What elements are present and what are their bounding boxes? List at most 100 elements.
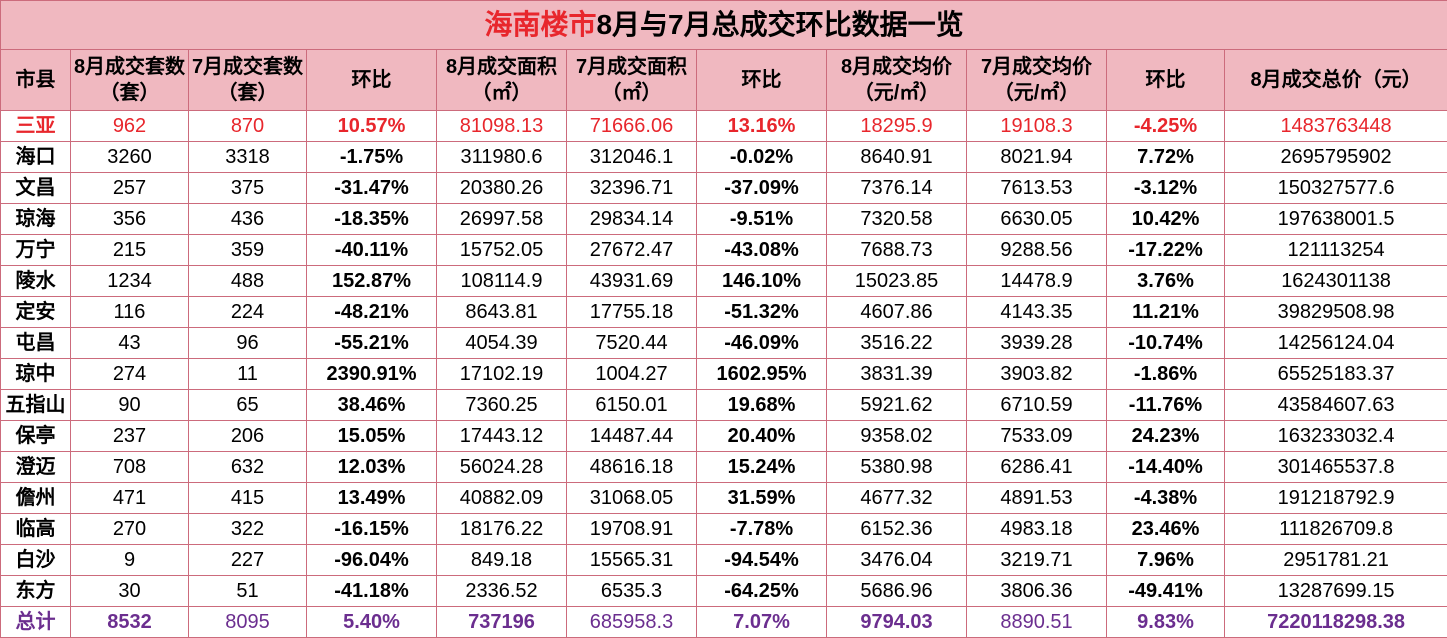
data-cell: 6630.05 <box>967 204 1107 235</box>
data-cell: -17.22% <box>1107 235 1225 266</box>
total-row: 总计853280955.40%737196685958.37.07%9794.0… <box>1 607 1447 638</box>
data-cell: 6152.36 <box>827 514 967 545</box>
table-row: 屯昌4396-55.21%4054.397520.44-46.09%3516.2… <box>1 328 1447 359</box>
data-cell: 191218792.9 <box>1225 483 1447 514</box>
data-cell: 43931.69 <box>567 266 697 297</box>
data-cell: -37.09% <box>697 173 827 204</box>
data-cell: 31068.05 <box>567 483 697 514</box>
total-cell: 9794.03 <box>827 607 967 638</box>
data-cell: 8021.94 <box>967 142 1107 173</box>
data-cell: 23.46% <box>1107 514 1225 545</box>
data-cell: 3.76% <box>1107 266 1225 297</box>
data-cell: 163233032.4 <box>1225 421 1447 452</box>
data-cell: 11 <box>189 359 307 390</box>
data-cell: 108114.9 <box>437 266 567 297</box>
data-cell: 849.18 <box>437 545 567 576</box>
data-cell: 17755.18 <box>567 297 697 328</box>
title-row: 海南楼市8月与7月总成交环比数据一览 <box>1 1 1447 50</box>
data-cell: 356 <box>71 204 189 235</box>
data-cell: 3939.28 <box>967 328 1107 359</box>
data-cell: 17102.19 <box>437 359 567 390</box>
city-cell: 定安 <box>1 297 71 328</box>
data-cell: 1624301138 <box>1225 266 1447 297</box>
data-cell: 471 <box>71 483 189 514</box>
data-cell: -51.32% <box>697 297 827 328</box>
data-cell: 39829508.98 <box>1225 297 1447 328</box>
data-cell: -94.54% <box>697 545 827 576</box>
col-header-6: 环比 <box>697 50 827 111</box>
data-cell: -55.21% <box>307 328 437 359</box>
total-cell: 8890.51 <box>967 607 1107 638</box>
col-header-3: 环比 <box>307 50 437 111</box>
data-cell: 10.57% <box>307 111 437 142</box>
data-cell: 4677.32 <box>827 483 967 514</box>
data-cell: 5380.98 <box>827 452 967 483</box>
data-cell: 15.24% <box>697 452 827 483</box>
data-cell: 15565.31 <box>567 545 697 576</box>
table-row: 琼海356436-18.35%26997.5829834.14-9.51%732… <box>1 204 1447 235</box>
data-cell: 38.46% <box>307 390 437 421</box>
data-cell: -41.18% <box>307 576 437 607</box>
data-cell: 152.87% <box>307 266 437 297</box>
data-cell: 2336.52 <box>437 576 567 607</box>
total-cell: 9.83% <box>1107 607 1225 638</box>
table-row: 琼中274112390.91%17102.191004.271602.95%38… <box>1 359 1447 390</box>
table-row: 陵水1234488152.87%108114.943931.69146.10%1… <box>1 266 1447 297</box>
city-cell: 东方 <box>1 576 71 607</box>
data-cell: 3516.22 <box>827 328 967 359</box>
data-cell: 4983.18 <box>967 514 1107 545</box>
title-rest: 8月与7月总成交环比数据一览 <box>596 9 963 40</box>
data-cell: 90 <box>71 390 189 421</box>
data-cell: -7.78% <box>697 514 827 545</box>
data-cell: 111826709.8 <box>1225 514 1447 545</box>
data-cell: 18176.22 <box>437 514 567 545</box>
data-cell: 3476.04 <box>827 545 967 576</box>
data-cell: -11.76% <box>1107 390 1225 421</box>
data-cell: 870 <box>189 111 307 142</box>
data-cell: 40882.09 <box>437 483 567 514</box>
data-cell: 56024.28 <box>437 452 567 483</box>
data-cell: 2951781.21 <box>1225 545 1447 576</box>
data-cell: 215 <box>71 235 189 266</box>
table-row: 白沙9227-96.04%849.1815565.31-94.54%3476.0… <box>1 545 1447 576</box>
data-cell: 7360.25 <box>437 390 567 421</box>
data-cell: 14487.44 <box>567 421 697 452</box>
data-cell: 71666.06 <box>567 111 697 142</box>
data-cell: -4.25% <box>1107 111 1225 142</box>
data-cell: 7613.53 <box>967 173 1107 204</box>
data-cell: 9288.56 <box>967 235 1107 266</box>
data-cell: 9358.02 <box>827 421 967 452</box>
real-estate-table: 海南楼市8月与7月总成交环比数据一览 市县8月成交套数（套）7月成交套数（套）环… <box>0 0 1447 638</box>
data-cell: 1004.27 <box>567 359 697 390</box>
data-cell: 29834.14 <box>567 204 697 235</box>
col-header-1: 8月成交套数（套） <box>71 50 189 111</box>
data-cell: -16.15% <box>307 514 437 545</box>
data-cell: 96 <box>189 328 307 359</box>
data-cell: 6710.59 <box>967 390 1107 421</box>
table-row: 儋州47141513.49%40882.0931068.0531.59%4677… <box>1 483 1447 514</box>
data-cell: -48.21% <box>307 297 437 328</box>
city-cell: 海口 <box>1 142 71 173</box>
total-cell: 737196 <box>437 607 567 638</box>
data-cell: 14256124.04 <box>1225 328 1447 359</box>
data-cell: 13.49% <box>307 483 437 514</box>
data-cell: 227 <box>189 545 307 576</box>
table-row: 保亭23720615.05%17443.1214487.4420.40%9358… <box>1 421 1447 452</box>
data-cell: 48616.18 <box>567 452 697 483</box>
data-cell: 3806.36 <box>967 576 1107 607</box>
col-header-8: 7月成交均价（元/㎡） <box>967 50 1107 111</box>
city-cell: 文昌 <box>1 173 71 204</box>
data-cell: 15.05% <box>307 421 437 452</box>
data-cell: -10.74% <box>1107 328 1225 359</box>
data-cell: 270 <box>71 514 189 545</box>
col-header-5: 7月成交面积（㎡） <box>567 50 697 111</box>
data-cell: 962 <box>71 111 189 142</box>
col-header-10: 8月成交总价（元） <box>1225 50 1447 111</box>
data-cell: 81098.13 <box>437 111 567 142</box>
data-cell: -43.08% <box>697 235 827 266</box>
title-highlight: 海南楼市 <box>484 9 596 40</box>
data-cell: 257 <box>71 173 189 204</box>
table-row: 澄迈70863212.03%56024.2848616.1815.24%5380… <box>1 452 1447 483</box>
data-cell: 237 <box>71 421 189 452</box>
data-cell: 274 <box>71 359 189 390</box>
